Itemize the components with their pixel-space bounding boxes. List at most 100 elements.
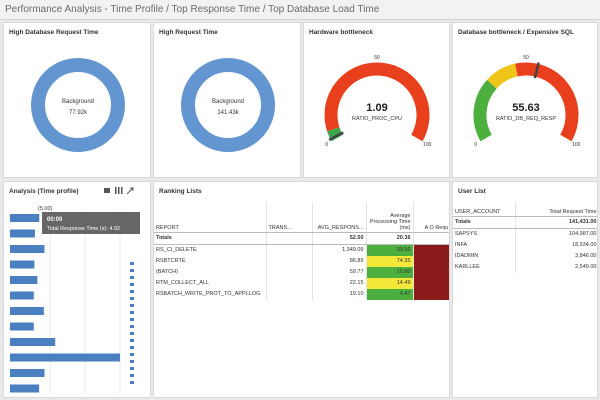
scroll-marker bbox=[130, 262, 134, 265]
cell bbox=[266, 277, 313, 289]
gauge-band bbox=[515, 62, 579, 142]
gauge-scale-label: 50 bbox=[374, 55, 380, 61]
tooltip-title: 00:00 bbox=[47, 217, 63, 223]
totals-row: Totals 52.50 20.36 bbox=[154, 232, 449, 245]
bar bbox=[10, 245, 45, 253]
user-cell: IDADMIN bbox=[453, 250, 516, 262]
gauge-needle bbox=[328, 131, 344, 141]
gauge-band bbox=[327, 127, 343, 142]
totals-value: 52.50 bbox=[312, 232, 367, 245]
gauge-scale-label: 100 bbox=[423, 142, 432, 148]
scroll-marker bbox=[130, 367, 134, 370]
scroll-marker bbox=[130, 283, 134, 286]
panel-title: User List bbox=[458, 188, 486, 195]
column-header: A O Requ bbox=[413, 202, 449, 233]
toolbar-icons[interactable] bbox=[104, 186, 134, 196]
bar bbox=[10, 291, 34, 300]
gauge-scale-label: 50 bbox=[523, 55, 529, 61]
gauge-needle bbox=[533, 62, 540, 79]
column-header: AVG_RESPONS... bbox=[312, 202, 367, 233]
proc-cell: 33.56 bbox=[366, 244, 414, 256]
bar-top-label: (5.00) bbox=[38, 206, 53, 212]
donut-chart: Background 77.92k bbox=[31, 58, 125, 152]
panel-title: Hardware bottleneck bbox=[309, 29, 373, 36]
gauge-scale-label: 0 bbox=[325, 142, 328, 148]
user-panel: User List USER_ACCOUNT Total Request Time… bbox=[452, 181, 598, 398]
panel-title: Analysis (Time profile) bbox=[9, 188, 79, 195]
tooltip bbox=[42, 212, 140, 234]
column-header: USER_ACCOUNT bbox=[453, 202, 516, 217]
report-cell: RSBTCRTE bbox=[154, 255, 267, 267]
proc-cell: 10.80 bbox=[366, 266, 414, 278]
table-row: RS_CI_DELETE 1,349.09 33.56 bbox=[154, 244, 449, 256]
indicator-cell bbox=[413, 255, 449, 267]
gauge-panel: Hardware bottleneck 1.09 RATIO_PROC_CPU 0 5… bbox=[303, 22, 450, 178]
avg-cell: 86.89 bbox=[312, 255, 367, 267]
bar-chart: (5.00) 00:00 Total Response Time (s): 4.92 bbox=[10, 206, 140, 394]
bar bbox=[10, 307, 44, 315]
proc-cell: 14.49 bbox=[366, 277, 414, 289]
scroll-marker bbox=[130, 318, 134, 321]
table-row: KARLLEE 2,549.00 bbox=[453, 261, 597, 273]
totals-label: Totals bbox=[453, 216, 516, 229]
gauge-band bbox=[473, 79, 497, 142]
panel-title: High Database Request Time bbox=[9, 29, 99, 36]
scroll-marker bbox=[130, 304, 134, 307]
scroll-marker bbox=[130, 297, 134, 300]
scroll-marker bbox=[130, 332, 134, 335]
bar bbox=[10, 353, 120, 362]
donut-chart: Background 141.43k bbox=[181, 58, 275, 152]
ranking-table: REPORT TRANS... AVG_RESPONS... Average Proc… bbox=[154, 202, 449, 300]
gauge-scale-label: 0 bbox=[474, 142, 477, 148]
value-cell: 104,987.00 bbox=[515, 228, 597, 240]
panel-title: High Request Time bbox=[159, 29, 218, 36]
header-row: USER_ACCOUNT Total Request Time bbox=[453, 202, 597, 217]
column-header: Average Processing Time (ms) bbox=[366, 202, 414, 233]
cell bbox=[413, 232, 449, 245]
scroll-marker bbox=[130, 276, 134, 279]
column-header: REPORT bbox=[154, 202, 267, 233]
header-row: REPORT TRANS... AVG_RESPONS... Average Proc… bbox=[154, 202, 449, 233]
donut-value: 141.43k bbox=[217, 110, 239, 116]
scroll-marker bbox=[130, 311, 134, 314]
bar bbox=[10, 229, 35, 238]
bar bbox=[10, 276, 38, 284]
column-header: Total Request Time bbox=[515, 202, 597, 217]
gauge-value: 1.09 bbox=[366, 102, 387, 114]
user-cell: INFA bbox=[453, 239, 516, 251]
gauge-band bbox=[486, 63, 519, 89]
panel-title: Database bottleneck / Expensive SQL bbox=[458, 29, 574, 36]
column-header: TRANS... bbox=[266, 202, 313, 233]
donut-value: 77.92k bbox=[69, 110, 88, 116]
scroll-marker bbox=[130, 360, 134, 363]
table-row: RSBTCRTE 86.89 74.35 bbox=[154, 255, 449, 267]
avg-cell: 59.77 bbox=[312, 266, 367, 278]
scroll-marker bbox=[130, 374, 134, 377]
panel-title: Ranking Lists bbox=[159, 188, 202, 195]
table-row: (BATCH) 59.77 10.80 bbox=[154, 266, 449, 278]
ranking-panel: Ranking Lists REPORT TRANS... AVG_RESPONS.… bbox=[153, 181, 450, 398]
table-row: SAPSYS 104,987.00 bbox=[453, 228, 597, 240]
value-cell: 2,549.00 bbox=[515, 261, 597, 273]
report-cell: RSBATCH_WRITE_PROT_TO_APPLLOG bbox=[154, 288, 267, 300]
cell bbox=[266, 288, 313, 300]
gauge-label: RATIO_PROC_CPU bbox=[352, 116, 402, 122]
bar bbox=[10, 322, 34, 331]
bar bbox=[10, 214, 40, 222]
donut-panel: High Database Request Time Background 77.… bbox=[3, 22, 151, 178]
proc-cell: 4.47 bbox=[366, 288, 414, 300]
value-cell: 18,934.00 bbox=[515, 239, 597, 251]
scroll-marker bbox=[130, 381, 134, 384]
bar bbox=[10, 384, 40, 393]
table-row: RTM_COLLECT_ALL 22.15 14.49 bbox=[154, 277, 449, 289]
cell bbox=[266, 255, 313, 267]
scroll-marker bbox=[130, 325, 134, 328]
user-table: USER_ACCOUNT Total Request Time Totals 141,… bbox=[453, 202, 597, 273]
scroll-marker bbox=[130, 290, 134, 293]
avg-cell: 22.15 bbox=[312, 277, 367, 289]
analysis-panel: Analysis (Time profile) (5.00) 00:00 Total… bbox=[3, 181, 151, 398]
cell bbox=[266, 232, 313, 245]
user-cell: KARLLEE bbox=[453, 261, 516, 273]
gauge-panel: Database bottleneck / Expensive SQL 55.6… bbox=[452, 22, 598, 178]
indicator-cell bbox=[413, 266, 449, 278]
